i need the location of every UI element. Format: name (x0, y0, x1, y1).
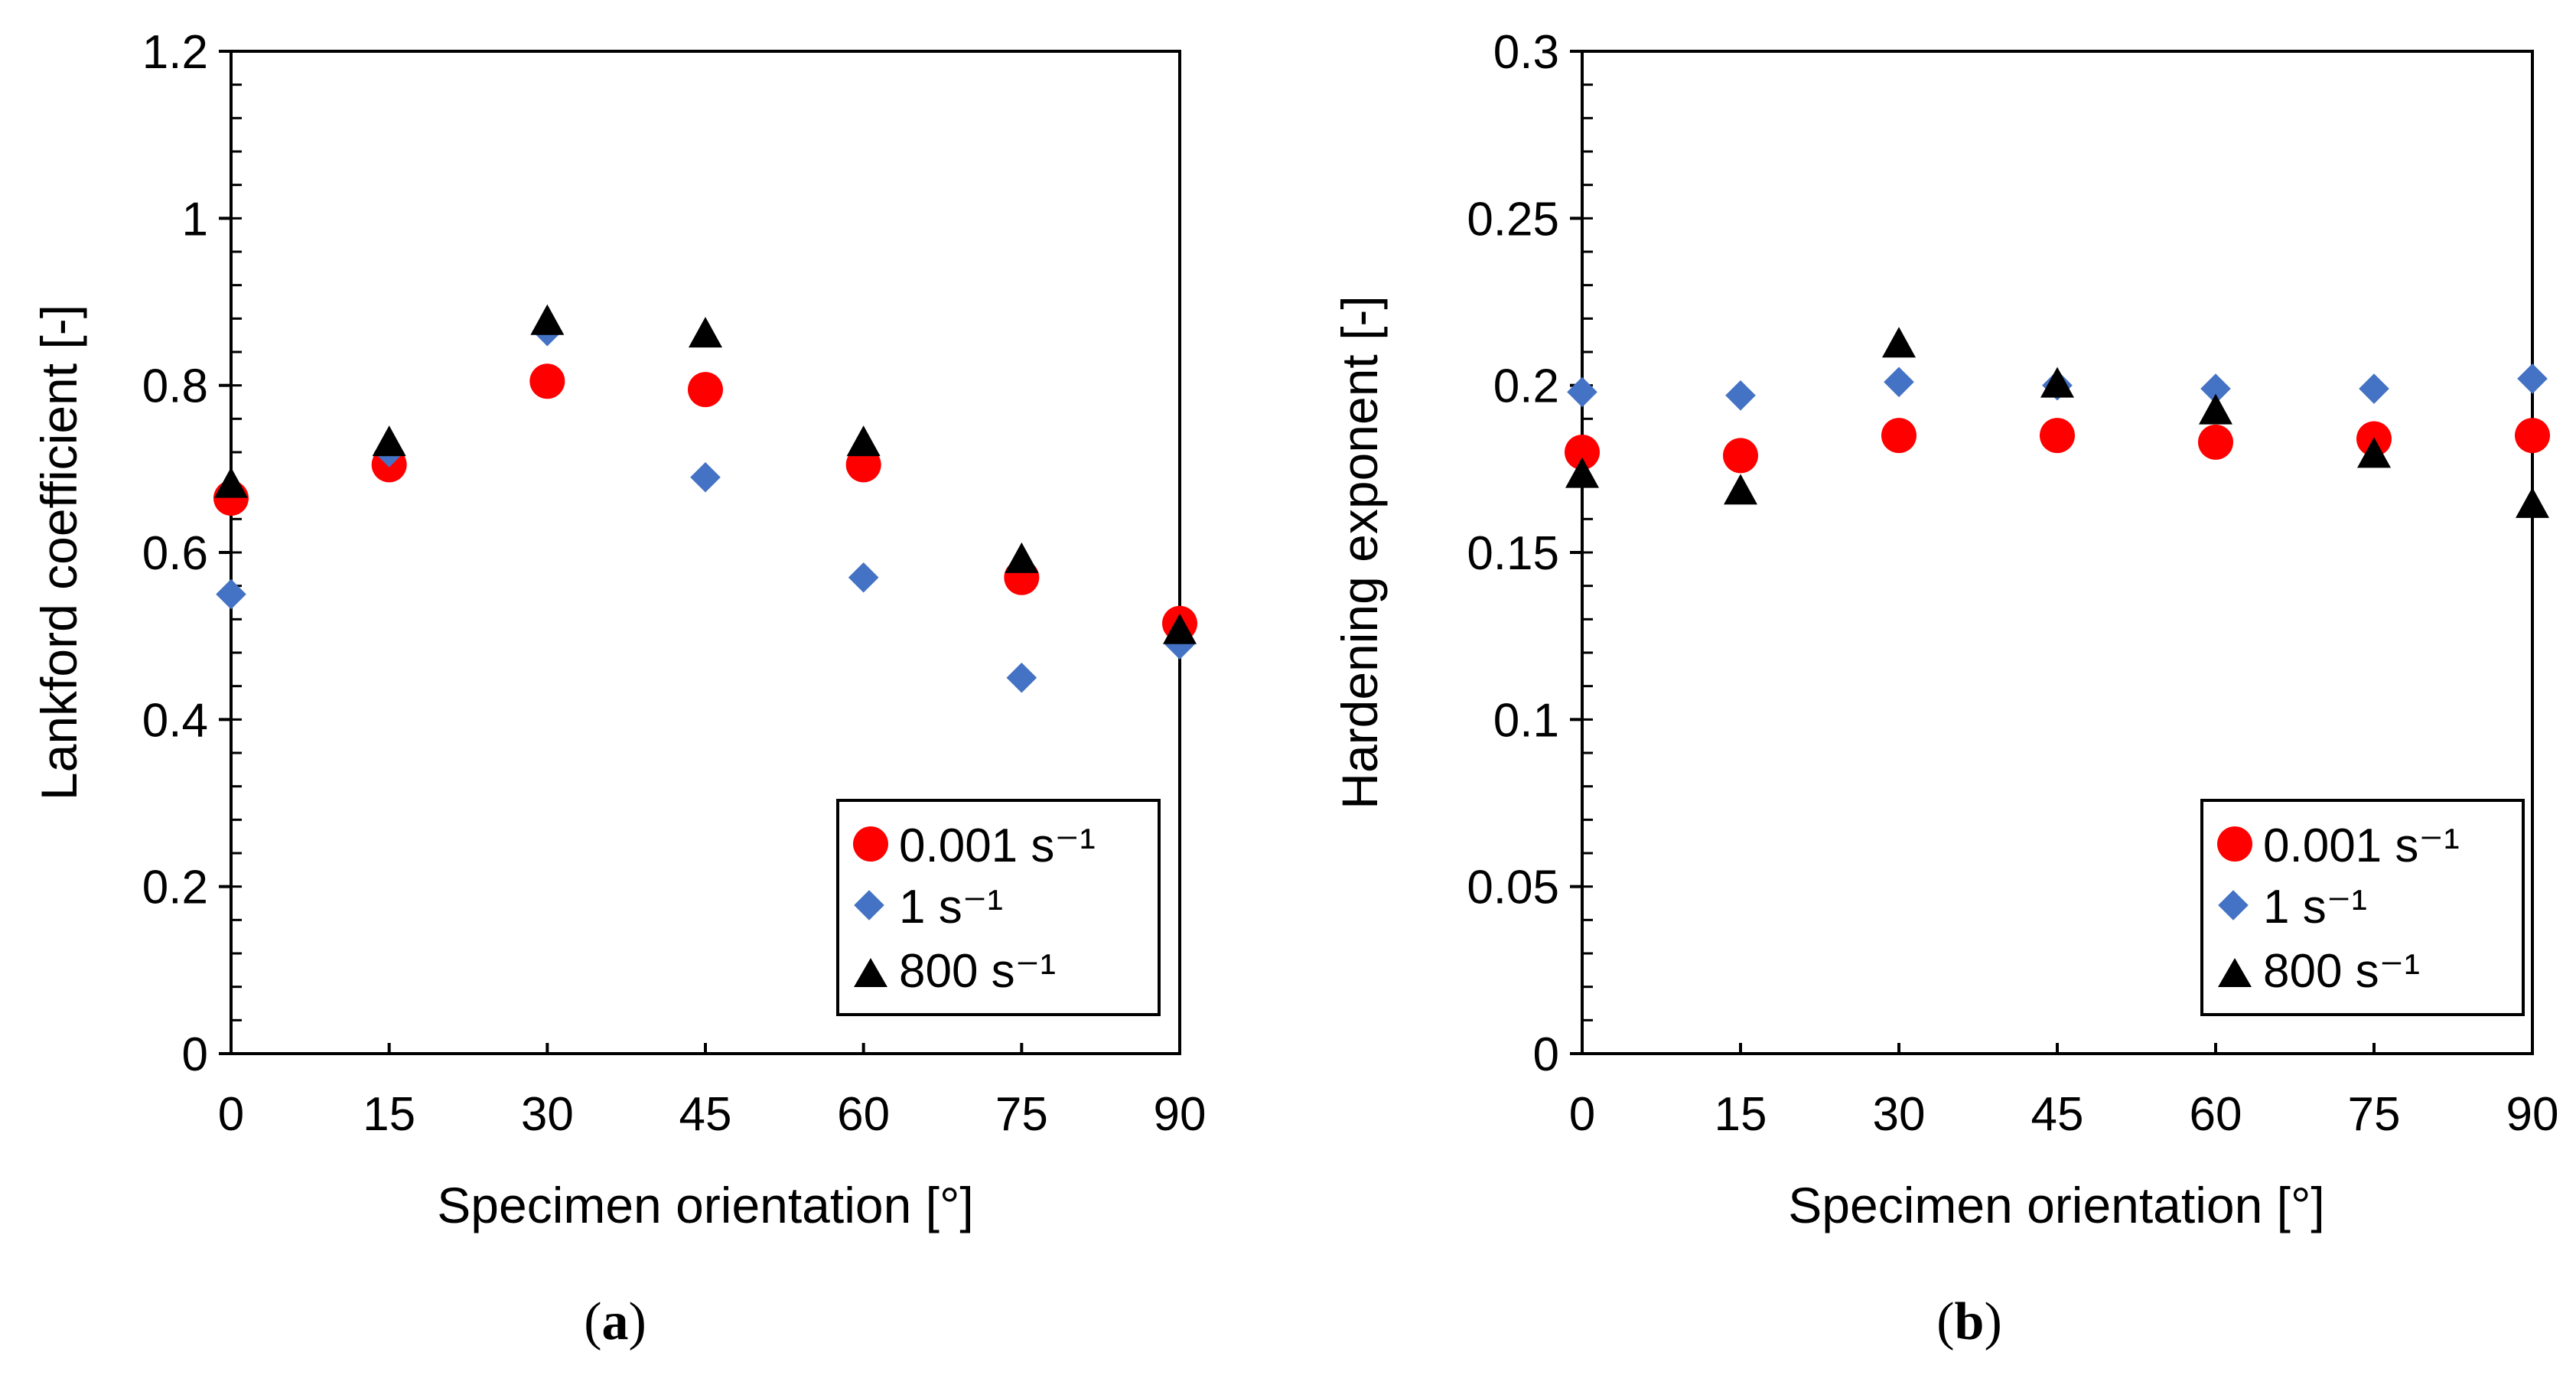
legend-label-0-a: 0.001 s⁻¹ (899, 819, 1096, 872)
legend-label-0-b: 0.001 s⁻¹ (2263, 819, 2460, 872)
x-tick-label: 75 (2348, 1088, 2401, 1141)
caption-a: (a) (584, 1292, 646, 1351)
x-tick-label: 60 (837, 1088, 890, 1141)
legend-a: 0.001 s⁻¹ 1 s⁻¹ 800 s⁻¹ (836, 799, 1161, 1016)
data-point-circle (1881, 418, 1917, 454)
data-point-diamond (1567, 376, 1597, 408)
data-point-triangle (372, 425, 406, 457)
data-point-diamond (690, 461, 721, 493)
y-tick-label: 0.2 (142, 862, 208, 914)
x-tick-label: 0 (1569, 1088, 1595, 1141)
x-tick-labels-a: 0 15 30 45 60 75 90 (218, 1088, 1207, 1141)
y-tick-label: 1 (182, 193, 208, 246)
x-tick-label: 90 (1154, 1088, 1207, 1141)
data-point-triangle (2040, 367, 2074, 398)
y-tick-label: 1.2 (142, 26, 208, 79)
legend-label-1-a: 1 s⁻¹ (899, 881, 1003, 934)
y-tick-label: 0.4 (142, 694, 208, 747)
legend-marker-diamond-b (2218, 890, 2249, 920)
data-point-diamond (216, 578, 246, 610)
chart-panel-a: 0 0.2 0.4 0.6 0.8 1 1.2 0 15 30 45 60 75 90 Lankford… (31, 26, 1206, 1351)
data-point-diamond (2200, 373, 2231, 404)
data-point-diamond (1884, 367, 1914, 398)
data-point-triangle (1163, 613, 1197, 644)
data-point-diamond (1725, 380, 1756, 411)
legend-marker-triangle-a (854, 958, 887, 987)
legend-box-a (836, 799, 1161, 1016)
chart-panel-b: 0 0.05 0.1 0.15 0.2 0.25 0.3 0 15 30 45 60 75 90 Har… (1331, 26, 2558, 1351)
y-tick-label: 0.6 (142, 527, 208, 580)
y-tick-label: 0.25 (1467, 193, 1559, 246)
y-axis-title-b: Hardening exponent [-] (1331, 295, 1388, 809)
data-point-circle (529, 363, 565, 399)
x-tick-label: 0 (218, 1088, 244, 1141)
y-minor-ticks-a (231, 50, 242, 1055)
data-point-triangle (530, 304, 565, 335)
data-point-diamond (848, 562, 879, 593)
data-point-diamond (1006, 662, 1037, 693)
x-axis-title-a: Specimen orientation [°] (437, 1177, 973, 1233)
y-tick-labels-b: 0 0.05 0.1 0.15 0.2 0.25 0.3 (1467, 26, 1559, 1081)
legend-b: 0.001 s⁻¹ 1 s⁻¹ 800 s⁻¹ (2200, 799, 2525, 1016)
y-tick-label: 0 (1533, 1028, 1559, 1081)
x-tick-label: 45 (679, 1088, 732, 1141)
y-tick-label: 0.05 (1467, 862, 1559, 914)
data-point-circle (1565, 435, 1600, 470)
data-point-triangle (1005, 542, 1039, 573)
legend-label-1-b: 1 s⁻¹ (2263, 881, 2367, 934)
x-tick-label: 15 (1715, 1088, 1767, 1141)
data-point-triangle (846, 425, 881, 457)
data-point-circle (2040, 418, 2075, 454)
data-point-circle (688, 372, 723, 408)
legend-marker-triangle-b (2218, 958, 2252, 987)
data-point-diamond (2517, 363, 2548, 394)
y-tick-label: 0 (182, 1028, 208, 1081)
data-point-triangle (1565, 457, 1599, 488)
y-axis-title-a: Lankford coefficient [-] (31, 305, 87, 800)
x-tick-label: 60 (2190, 1088, 2242, 1141)
data-point-circle (2198, 424, 2233, 460)
data-point-circle (1723, 438, 1758, 474)
data-point-triangle (1882, 327, 1916, 358)
y-tick-label: 0.3 (1493, 26, 1559, 79)
x-tick-label: 90 (2506, 1088, 2559, 1141)
data-point-triangle (2516, 487, 2549, 518)
x-ticks-b (1581, 1043, 2534, 1054)
data-point-triangle (689, 317, 722, 348)
legend-label-2-a: 800 s⁻¹ (899, 945, 1056, 998)
x-tick-label: 45 (2031, 1088, 2084, 1141)
legend-marker-circle-a (853, 826, 888, 862)
x-tick-label: 30 (1873, 1088, 1926, 1141)
x-axis-title-b: Specimen orientation [°] (1788, 1177, 2324, 1233)
legend-marker-circle-b (2217, 826, 2252, 862)
data-point-triangle (1724, 474, 1757, 505)
data-point-diamond (2359, 373, 2389, 404)
y-tick-label: 0.8 (142, 360, 208, 413)
y-tick-label: 0.15 (1467, 527, 1559, 580)
y-tick-label: 0.1 (1493, 694, 1559, 747)
data-points-a (213, 304, 1197, 693)
y-tick-label: 0.2 (1493, 360, 1559, 413)
data-point-circle (2515, 418, 2550, 454)
x-tick-label: 30 (521, 1088, 574, 1141)
x-tick-label: 15 (363, 1088, 415, 1141)
y-tick-labels-a: 0 0.2 0.4 0.6 0.8 1 1.2 (142, 26, 208, 1081)
legend-marker-diamond-a (854, 890, 884, 920)
x-tick-label: 75 (995, 1088, 1048, 1141)
y-major-ticks-a (219, 50, 231, 1055)
data-points-b (1565, 327, 2550, 518)
caption-b: (b) (1936, 1292, 2002, 1351)
y-minor-ticks-b (1582, 50, 1593, 1055)
x-ticks-a (230, 1043, 1181, 1054)
data-point-triangle (2357, 437, 2391, 468)
legend-label-2-b: 800 s⁻¹ (2263, 945, 2420, 998)
data-point-triangle (2199, 393, 2232, 425)
data-point-triangle (214, 467, 248, 498)
x-tick-labels-b: 0 15 30 45 60 75 90 (1569, 1088, 2559, 1141)
legend-box-b (2200, 799, 2525, 1016)
